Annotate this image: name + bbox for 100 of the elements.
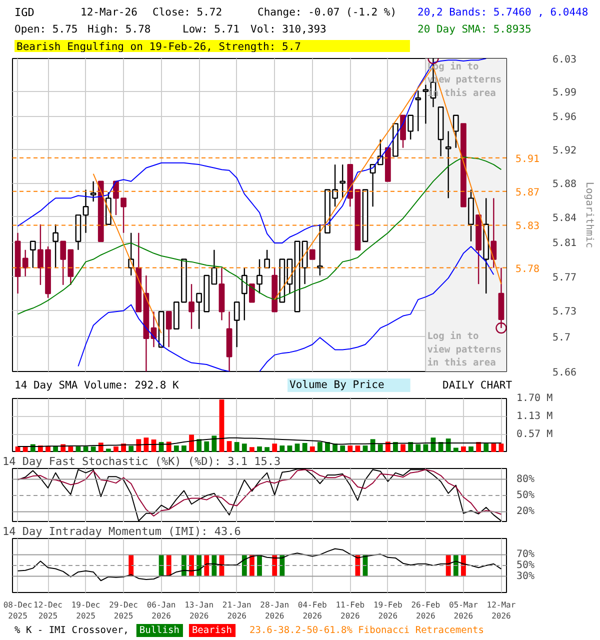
y-tick-label: 80% <box>516 474 535 485</box>
y-tick-label: 5.66 <box>552 368 577 378</box>
bar <box>114 446 118 452</box>
bar <box>68 446 74 452</box>
x-tick-label: 28-Jan 2026 <box>260 600 290 620</box>
bar <box>484 444 489 452</box>
candlestick <box>90 180 96 202</box>
candlestick <box>452 114 459 148</box>
bar <box>294 444 300 452</box>
bar <box>362 446 368 452</box>
x-tick-label: 05-Mar 2026 <box>448 600 478 620</box>
bar <box>325 442 330 452</box>
text: Bearish <box>192 625 232 636</box>
bar <box>264 447 270 452</box>
candlestick <box>340 164 346 199</box>
y-tick-label: 5.84 <box>552 212 577 224</box>
candlestick <box>166 311 172 348</box>
bar <box>468 446 474 452</box>
bar <box>400 444 406 452</box>
text: Bullish <box>139 625 180 636</box>
text: 20 Day SMA: 5.8935 <box>418 24 532 36</box>
x-tick-label: 06-Jan 2026 <box>146 600 176 620</box>
bar <box>76 446 81 452</box>
annotation: Log in to view patterns in this area <box>427 331 502 368</box>
bar <box>385 442 390 452</box>
y-tick-label: 5.96 <box>552 112 577 124</box>
x-tick-label: 21-Jan 2026 <box>222 600 252 620</box>
y-axis-title: Logarithmic <box>584 182 595 248</box>
chart-title: IGD <box>14 6 34 19</box>
candlestick <box>408 114 414 140</box>
candlestick <box>234 302 240 348</box>
bar <box>53 446 58 452</box>
candlestick <box>422 84 429 124</box>
ref-line-label: 5.83 <box>516 221 540 232</box>
text: 20,2 Bands: 5.7460 , 6.0448 <box>418 6 588 18</box>
y-tick-label: 6.03 <box>552 54 577 66</box>
x-tick-label: 11-Feb 2026 <box>336 600 365 620</box>
bar <box>302 442 308 452</box>
x-tick-label: 19-Feb 2026 <box>373 600 403 620</box>
bar <box>158 442 164 452</box>
y-tick-label: 5.77 <box>552 272 577 284</box>
candlestick <box>490 198 497 268</box>
bar <box>355 446 360 452</box>
text: Volume By Price <box>290 379 384 391</box>
bar <box>491 444 496 452</box>
y-tick-label: 5.73 <box>552 306 577 318</box>
y-tick-label: 30% <box>516 570 535 582</box>
ref-line-label: 5.91 <box>516 154 540 165</box>
bar <box>408 442 414 452</box>
bar <box>144 438 149 452</box>
y-tick-label: 50% <box>516 490 535 501</box>
x-tick-label: 29-Dec 2025 <box>109 600 138 620</box>
y-tick-label: 1.13 M <box>516 411 553 422</box>
x-tick-label: 13-Jan 2026 <box>184 600 214 620</box>
bar <box>219 399 224 452</box>
y-tick-label: 20% <box>516 506 535 518</box>
y-tick-label: 5.81 <box>552 238 577 250</box>
candlestick <box>30 240 36 268</box>
x-tick-label: 26-Feb 2026 <box>411 600 440 620</box>
candlestick <box>188 283 194 330</box>
y-tick-label: 5.7 <box>552 332 571 344</box>
text: Vol: 310,393 <box>250 24 326 36</box>
bar <box>423 444 428 452</box>
candlestick <box>415 90 422 132</box>
candlestick <box>22 249 28 277</box>
bar <box>370 439 376 452</box>
bar <box>212 436 217 452</box>
text: Open: 5.75 <box>14 24 78 36</box>
bar <box>476 442 482 452</box>
candlestick <box>309 249 316 260</box>
text: 12-Mar-26 <box>80 6 138 18</box>
bar <box>446 438 451 452</box>
candlestick <box>241 267 248 321</box>
x-tick-label: 12-Dec 2025 <box>34 600 63 620</box>
y-tick-label: 1.70 M <box>516 393 553 404</box>
text: 23.6-38.2-50-61.8% Fibonacci Retracements <box>250 625 484 636</box>
bar <box>287 446 292 452</box>
line-series <box>17 156 502 315</box>
bar <box>257 446 262 452</box>
text: Bearish Engulfing on 19-Feb-26, Strength: 5.7 <box>16 41 301 53</box>
y-tick-label: 5.92 <box>552 146 577 156</box>
bar <box>174 446 179 452</box>
bar <box>393 442 398 452</box>
bar <box>242 444 247 452</box>
bar <box>378 444 383 452</box>
text: High: 5.78 <box>88 24 151 36</box>
x-tick-label: 12-Mar 2026 <box>486 600 516 620</box>
y-tick-label: 70% <box>516 549 535 560</box>
bar <box>196 439 202 452</box>
bar <box>128 446 134 452</box>
bar <box>340 446 346 452</box>
bar <box>166 442 172 452</box>
candlestick <box>52 224 58 268</box>
bar <box>460 446 466 452</box>
bar <box>226 441 232 452</box>
candlestick <box>249 283 255 303</box>
bar <box>272 444 278 452</box>
text: Change: -0.07 (-1.2 %) <box>258 6 397 18</box>
candlestick <box>316 224 323 276</box>
bar <box>22 446 28 452</box>
